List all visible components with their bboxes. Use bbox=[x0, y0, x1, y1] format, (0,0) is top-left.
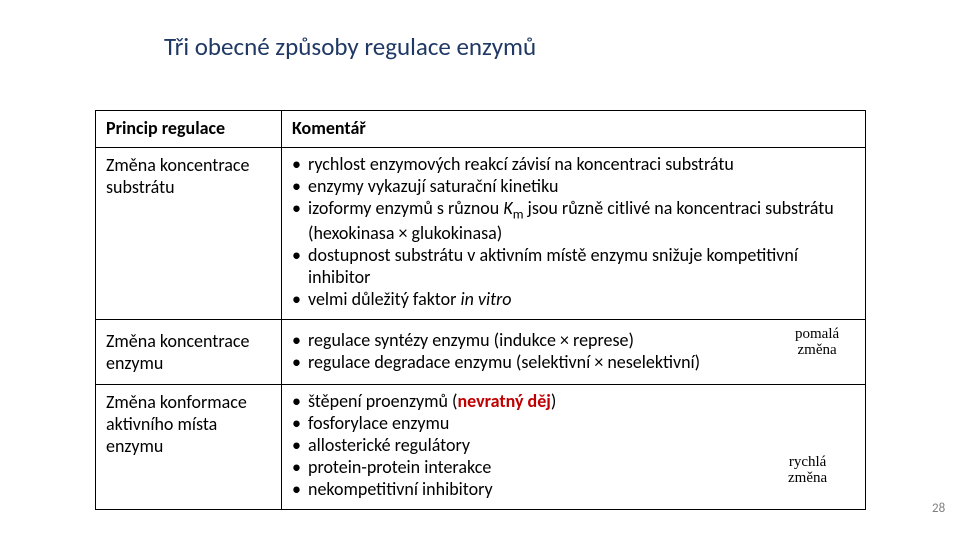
header-comment: Komentář bbox=[282, 111, 866, 148]
bullet-text-part: in vitro bbox=[460, 288, 511, 310]
bullet-highlight-text: nevratný děj bbox=[458, 390, 551, 412]
bullet-item: štěpení proenzymů (nevratný děj) bbox=[292, 391, 855, 413]
bullet-text: nekompetitivní inhibitory bbox=[308, 478, 493, 500]
bullet-item: fosforylace enzymu bbox=[292, 413, 855, 435]
bullet-item: dostupnost substrátu v aktivním místě en… bbox=[292, 245, 855, 289]
regulation-table-wrap: Princip regulace Komentář Změna koncentr… bbox=[95, 110, 865, 510]
page-number-text: 28 bbox=[932, 501, 945, 516]
annotation-line1: pomalá bbox=[795, 326, 839, 342]
bullet-list: regulace syntézy enzymu (indukce × repre… bbox=[292, 330, 855, 374]
slide-title-text: Tři obecné způsoby regulace enzymů bbox=[164, 31, 536, 62]
annotation-slow-change: pomalá změna bbox=[795, 327, 839, 359]
row-comment: regulace syntézy enzymu (indukce × repre… bbox=[282, 319, 866, 384]
bullet-text: regulace degradace enzymu (selektivní × … bbox=[308, 351, 700, 373]
bullet-item: rychlost enzymových reakcí závisí na kon… bbox=[292, 154, 855, 176]
bullet-text-part: ) bbox=[551, 390, 556, 412]
slide-title: Tři obecné způsoby regulace enzymů bbox=[164, 31, 536, 62]
bullet-item: allosterické regulátory bbox=[292, 435, 855, 457]
regulation-table: Princip regulace Komentář Změna koncentr… bbox=[95, 110, 866, 510]
bullet-item: velmi důležitý faktor in vitro bbox=[292, 289, 855, 311]
table-header-row: Princip regulace Komentář bbox=[96, 111, 866, 148]
table-row: Změna koncentrace substrátu rychlost enzy… bbox=[96, 148, 866, 320]
bullet-text: protein-protein interakce bbox=[308, 456, 491, 478]
bullet-item: regulace syntézy enzymu (indukce × repre… bbox=[292, 330, 855, 352]
row-label: Změna koncentrace substrátu bbox=[96, 148, 282, 320]
page-number: 28 bbox=[932, 501, 945, 516]
bullet-item: regulace degradace enzymu (selektivní × … bbox=[292, 352, 855, 374]
table-row: Změna koncentrace enzymu regulace syntézy… bbox=[96, 319, 866, 384]
bullet-item: nekompetitivní inhibitory bbox=[292, 479, 855, 501]
bullet-item: izoformy enzymů s různou Km jsou různě c… bbox=[292, 198, 855, 245]
bullet-text: dostupnost substrátu v aktivním místě en… bbox=[308, 244, 798, 288]
bullet-text-part: velmi důležitý faktor bbox=[308, 288, 460, 310]
row-comment: štěpení proenzymů (nevratný děj)fosforyl… bbox=[282, 384, 866, 509]
annotation-line2: změna bbox=[788, 470, 827, 486]
bullet-list: štěpení proenzymů (nevratný děj)fosforyl… bbox=[292, 391, 855, 501]
row-comment: rychlost enzymových reakcí závisí na kon… bbox=[282, 148, 866, 320]
bullet-text: fosforylace enzymu bbox=[308, 412, 449, 434]
bullet-text-part: m bbox=[513, 206, 524, 223]
bullet-text-part: K bbox=[503, 197, 512, 219]
bullet-list: rychlost enzymových reakcí závisí na kon… bbox=[292, 154, 855, 311]
row-label: Změna konformace aktivního místa enzymu bbox=[96, 384, 282, 509]
annotation-line1: rychlá bbox=[789, 454, 826, 470]
row-label: Změna koncentrace enzymu bbox=[96, 319, 282, 384]
bullet-text: regulace syntézy enzymu (indukce × repre… bbox=[308, 329, 634, 351]
bullet-text: allosterické regulátory bbox=[308, 434, 470, 456]
annotation-fast-change: rychlá změna bbox=[788, 455, 827, 487]
table-row: Změna konformace aktivního místa enzymuš… bbox=[96, 384, 866, 509]
annotation-line2: změna bbox=[798, 342, 837, 358]
bullet-text: rychlost enzymových reakcí závisí na kon… bbox=[308, 153, 734, 175]
bullet-item: protein-protein interakce bbox=[292, 457, 855, 479]
bullet-text-part: izoformy enzymů s různou bbox=[308, 197, 503, 219]
bullet-text-part: štěpení proenzymů ( bbox=[308, 390, 458, 412]
bullet-item: enzymy vykazují saturační kinetiku bbox=[292, 176, 855, 198]
bullet-text: enzymy vykazují saturační kinetiku bbox=[308, 175, 559, 197]
header-principle: Princip regulace bbox=[96, 111, 282, 148]
